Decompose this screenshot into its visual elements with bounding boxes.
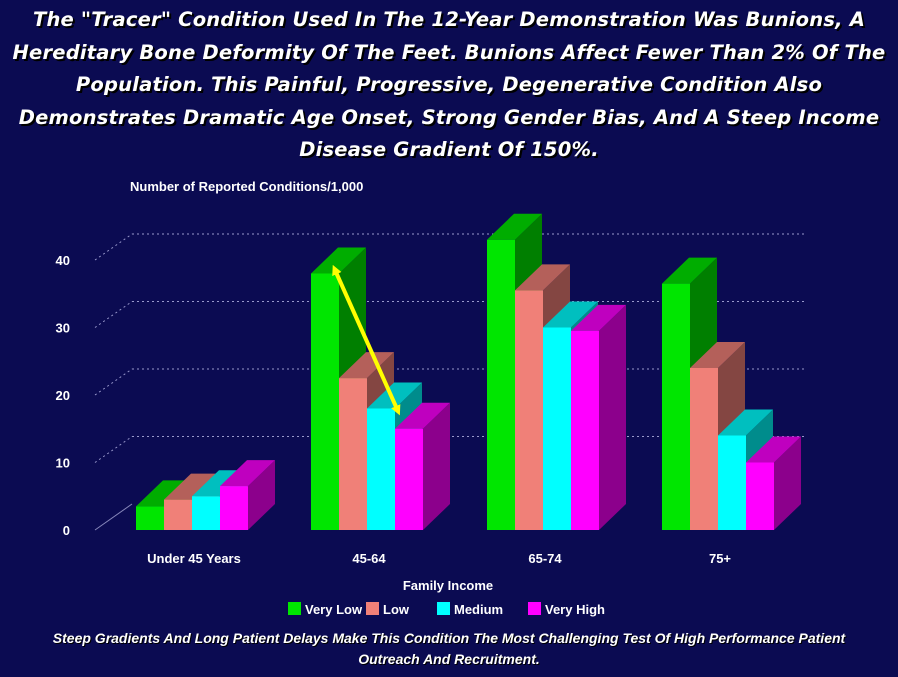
bar-front xyxy=(339,378,367,530)
annotations xyxy=(332,264,401,416)
bar-top xyxy=(543,301,598,328)
y-tick-label: 10 xyxy=(56,456,70,471)
bar-front xyxy=(487,239,515,530)
bar xyxy=(746,436,801,530)
y-axis-label: Number of Reported Conditions/1,000 xyxy=(130,179,363,194)
bar-front xyxy=(220,486,248,530)
legend-label: Very Low xyxy=(305,602,363,617)
bar-top xyxy=(515,264,570,291)
legend-item: Medium xyxy=(437,602,503,617)
gridline-diagonal xyxy=(94,233,133,261)
legend: Very Low Low Medium Very High xyxy=(288,602,605,617)
bar-top xyxy=(746,436,801,463)
y-tick-label: 20 xyxy=(56,388,70,403)
bar-side xyxy=(599,304,626,530)
legend-swatch xyxy=(288,602,301,615)
bar-side xyxy=(774,436,801,530)
legend-label: Medium xyxy=(454,602,503,617)
bar-top xyxy=(718,409,773,436)
bar-front xyxy=(395,428,423,530)
yellow-arrow xyxy=(332,264,401,416)
x-axis-label: Family Income xyxy=(403,578,493,593)
bar-top xyxy=(311,247,366,274)
bar-front xyxy=(515,290,543,530)
bars xyxy=(136,213,801,530)
bar-group xyxy=(662,257,801,530)
bar-front xyxy=(367,408,395,530)
bar-front xyxy=(136,506,164,530)
legend-item: Very High xyxy=(528,602,605,617)
bar xyxy=(220,460,275,530)
bar-top xyxy=(164,473,219,500)
bar-side xyxy=(423,402,450,530)
bar-top xyxy=(220,460,275,487)
bar-top xyxy=(690,342,745,368)
bar xyxy=(571,304,626,530)
bar-front xyxy=(192,496,220,530)
legend-item: Low xyxy=(366,602,410,617)
x-axis: Under 45 Years 45-64 65-74 75+ xyxy=(147,551,731,566)
bar-group xyxy=(487,213,626,530)
y-tick-label: 0 xyxy=(63,523,70,538)
bar-top xyxy=(571,304,626,331)
y-axis: 0 10 20 30 40 xyxy=(56,253,70,538)
x-tick-label: 45-64 xyxy=(352,551,386,566)
legend-item: Very Low xyxy=(288,602,363,617)
bar-front xyxy=(662,283,690,530)
bar-front xyxy=(543,327,571,530)
y-tick-label: 40 xyxy=(56,253,70,268)
bar-front xyxy=(718,435,746,530)
floor-edge xyxy=(94,503,133,531)
y-tick-label: 30 xyxy=(56,321,70,336)
bar-front xyxy=(690,368,718,530)
bar xyxy=(395,402,450,530)
legend-label: Very High xyxy=(545,602,605,617)
footnote: Steep Gradients And Long Patient Delays … xyxy=(52,630,846,667)
bar-top xyxy=(662,257,717,284)
x-tick-label: Under 45 Years xyxy=(147,551,241,566)
gridline-diagonal xyxy=(94,301,133,328)
legend-swatch xyxy=(366,602,379,615)
legend-swatch xyxy=(437,602,450,615)
gridline-diagonal xyxy=(94,436,133,463)
bar-top xyxy=(487,213,542,240)
bar-side xyxy=(248,460,275,530)
bar-group xyxy=(136,460,275,530)
bar-group xyxy=(311,247,450,530)
bar-top xyxy=(395,402,450,429)
x-tick-label: 75+ xyxy=(709,551,731,566)
legend-swatch xyxy=(528,602,541,615)
chart-headline: The "Tracer" Condition Used In The 12-Ye… xyxy=(12,8,886,161)
bar-front xyxy=(571,330,599,530)
gridline-diagonal xyxy=(94,368,133,396)
bar-front xyxy=(164,499,192,530)
bar-front xyxy=(311,273,339,530)
legend-label: Low xyxy=(383,602,410,617)
x-tick-label: 65-74 xyxy=(528,551,562,566)
bar-front xyxy=(746,462,774,530)
